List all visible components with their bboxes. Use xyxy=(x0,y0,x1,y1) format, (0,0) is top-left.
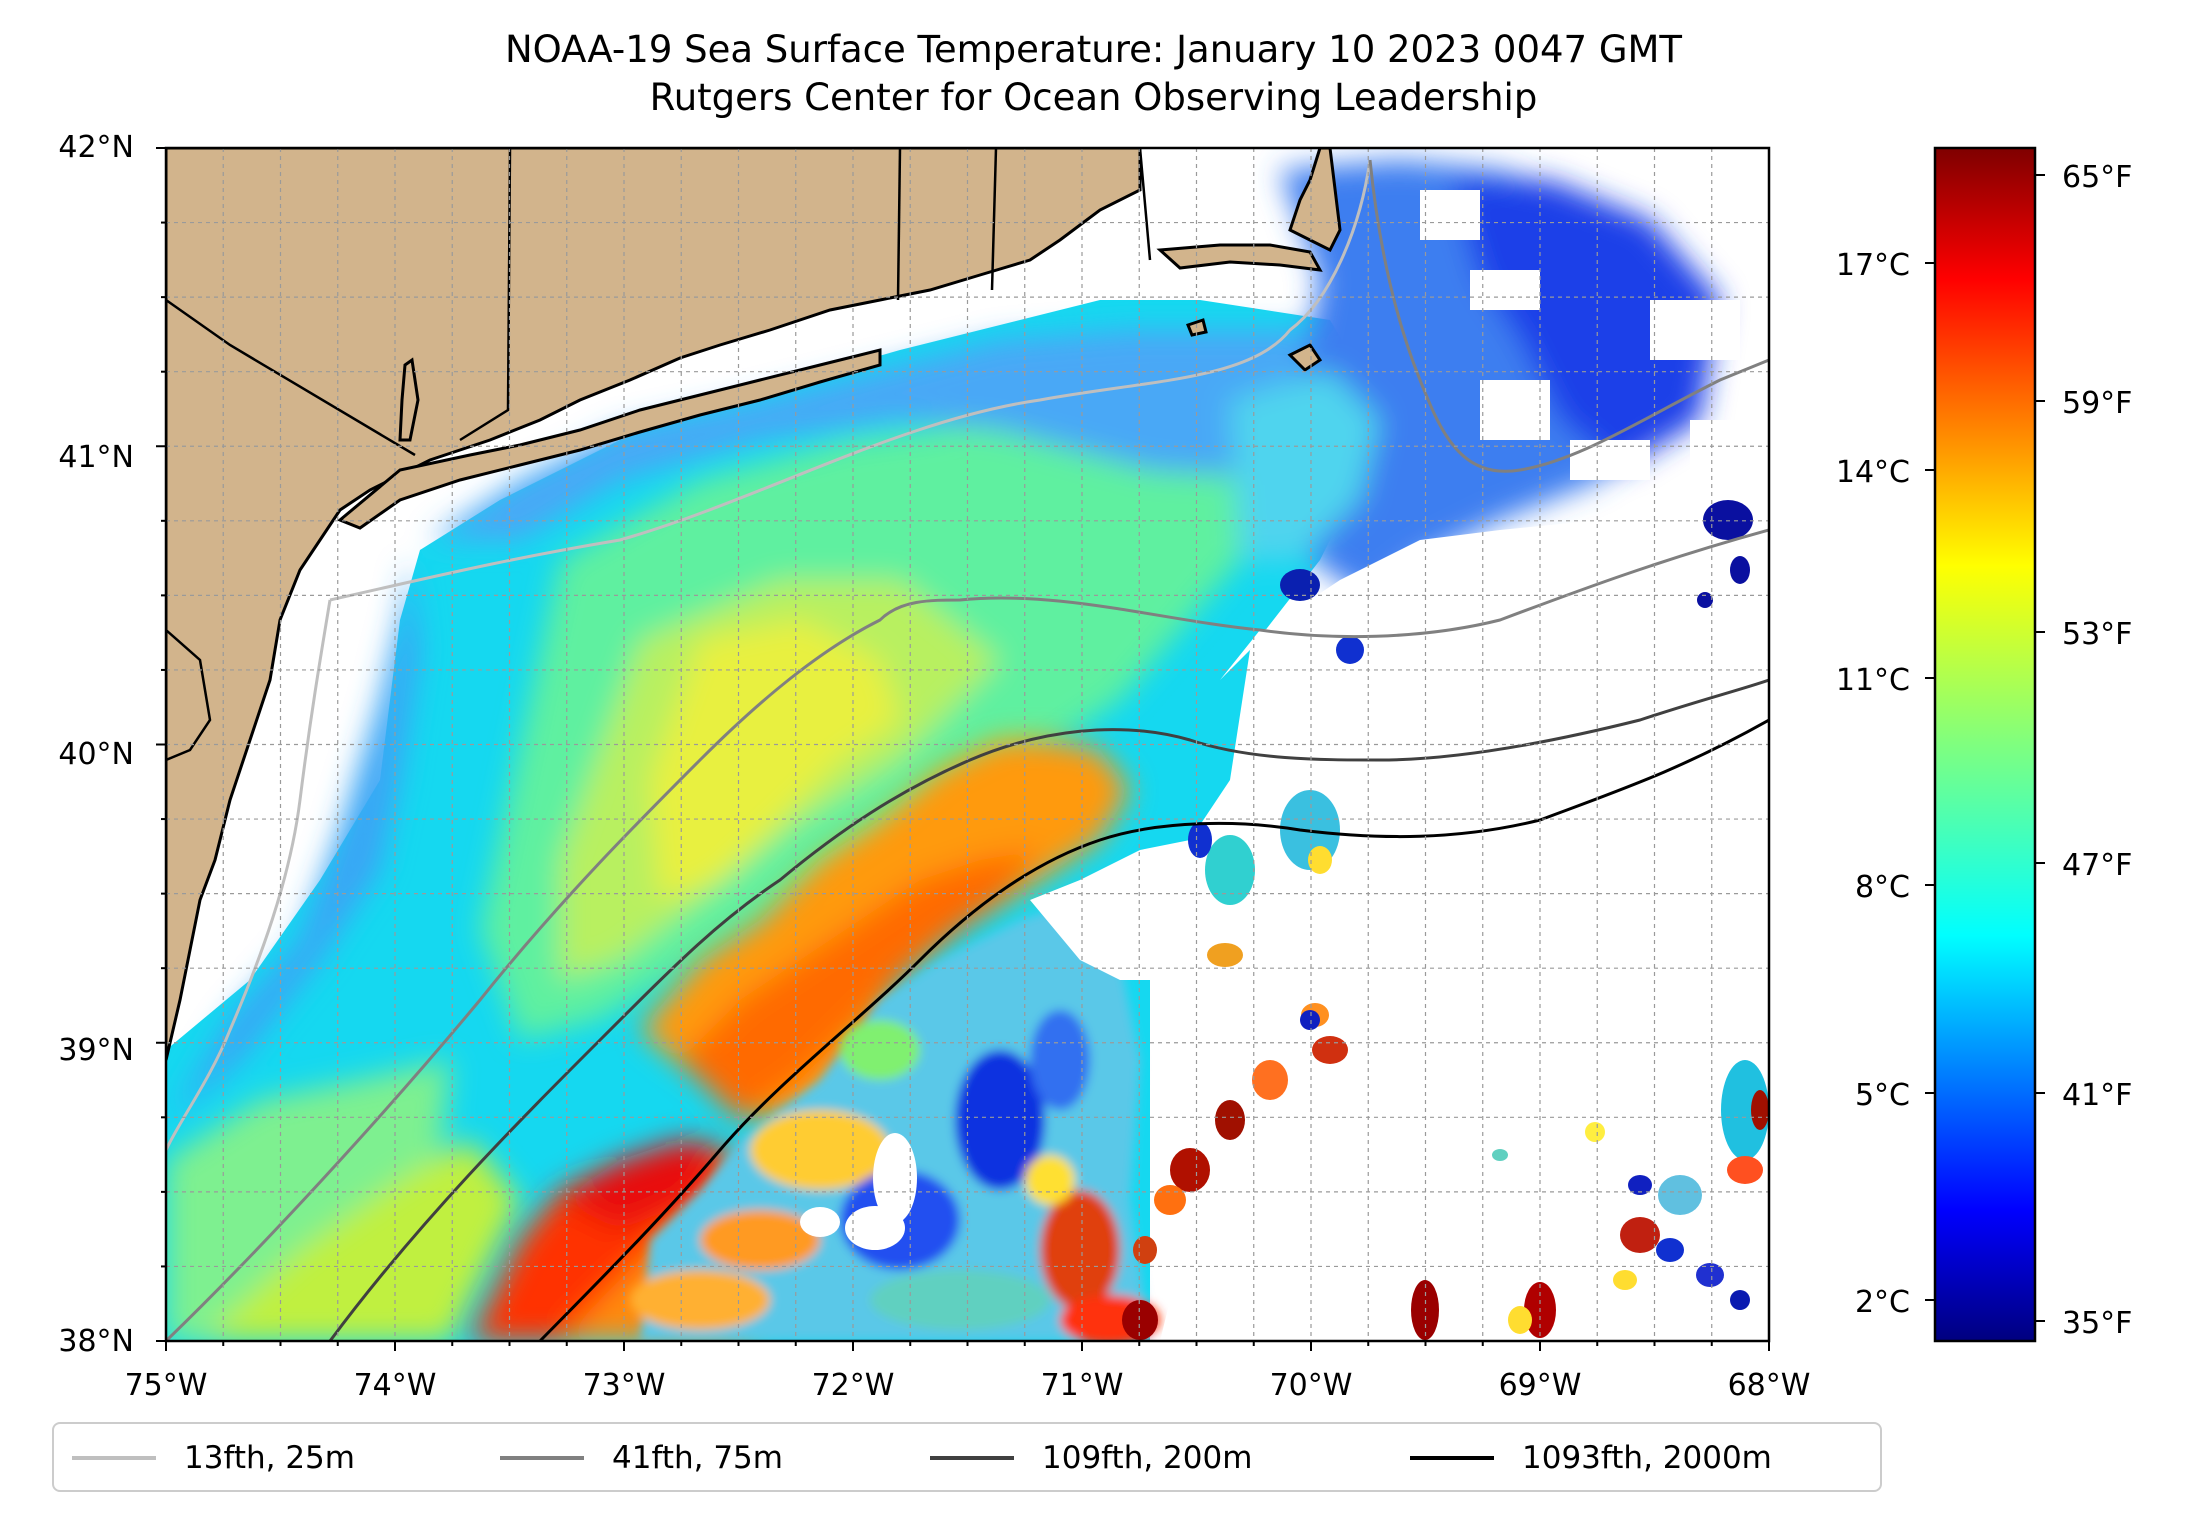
colorbar-celsius-11: 11°C xyxy=(1835,663,1910,698)
colorbar-celsius-17: 17°C xyxy=(1835,248,1910,283)
colorbar-celsius-14: 14°C xyxy=(1835,455,1910,490)
contour-25m xyxy=(166,159,1372,1151)
colorbar xyxy=(1933,146,2037,1343)
contour-200m xyxy=(328,678,1769,1341)
sst-scattered-pixels xyxy=(1122,500,1769,1340)
colorbar-fahrenheit-41: 41°F xyxy=(2062,1078,2133,1113)
colorbar-fahrenheit-35: 35°F xyxy=(2062,1306,2133,1341)
contour-75m xyxy=(166,159,1769,1341)
legend-label-200m: 109fth, 200m xyxy=(1042,1440,1253,1476)
legend-swatch-25m xyxy=(72,1456,156,1460)
colorbar-ticks xyxy=(1925,174,2045,1322)
legend-swatch-2000m xyxy=(1410,1456,1494,1460)
x-tick-label-69w: 69°W xyxy=(1498,1368,1582,1403)
map-ticks xyxy=(156,147,1770,1351)
colorbar-celsius-8: 8°C xyxy=(1854,870,1910,905)
map-gridlines xyxy=(166,148,1769,1341)
contour-legend: 13fth, 25m 41fth, 75m 109fth, 200m 1093f… xyxy=(52,1422,1882,1492)
title-line-1: NOAA-19 Sea Surface Temperature: January… xyxy=(504,28,1683,71)
chart-title: NOAA-19 Sea Surface Temperature: January… xyxy=(0,26,2187,122)
x-tick-label-68w: 68°W xyxy=(1727,1368,1811,1403)
y-tick-label-41n: 41°N xyxy=(58,440,134,475)
x-tick-label-73w: 73°W xyxy=(582,1368,666,1403)
y-tick-label-40n: 40°N xyxy=(58,737,134,772)
colorbar-fahrenheit-59: 59°F xyxy=(2062,386,2133,421)
legend-label-75m: 41fth, 75m xyxy=(612,1440,783,1476)
x-tick-label-70w: 70°W xyxy=(1269,1368,1353,1403)
x-tick-label-74w: 74°W xyxy=(353,1368,437,1403)
land xyxy=(166,148,1342,1061)
legend-swatch-200m xyxy=(930,1456,1014,1460)
x-tick-label-71w: 71°W xyxy=(1040,1368,1124,1403)
legend-label-2000m: 1093fth, 2000m xyxy=(1522,1440,1772,1476)
colorbar-celsius-2: 2°C xyxy=(1854,1285,1910,1320)
colorbar-fahrenheit-53: 53°F xyxy=(2062,617,2133,652)
colorbar-fahrenheit-65: 65°F xyxy=(2062,160,2133,195)
legend-label-25m: 13fth, 25m xyxy=(184,1440,355,1476)
state-borders xyxy=(166,148,1152,762)
y-tick-label-42n: 42°N xyxy=(58,130,134,165)
title-line-2: Rutgers Center for Ocean Observing Leade… xyxy=(649,76,1538,119)
y-tick-label-39n: 39°N xyxy=(58,1033,134,1068)
x-tick-label-72w: 72°W xyxy=(811,1368,895,1403)
y-tick-label-38n: 38°N xyxy=(58,1324,134,1359)
colorbar-celsius-5: 5°C xyxy=(1854,1078,1910,1113)
x-tick-label-75w: 75°W xyxy=(124,1368,208,1403)
colorbar-fahrenheit-47: 47°F xyxy=(2062,848,2133,883)
legend-swatch-75m xyxy=(500,1456,584,1460)
sst-field xyxy=(166,148,1769,1341)
